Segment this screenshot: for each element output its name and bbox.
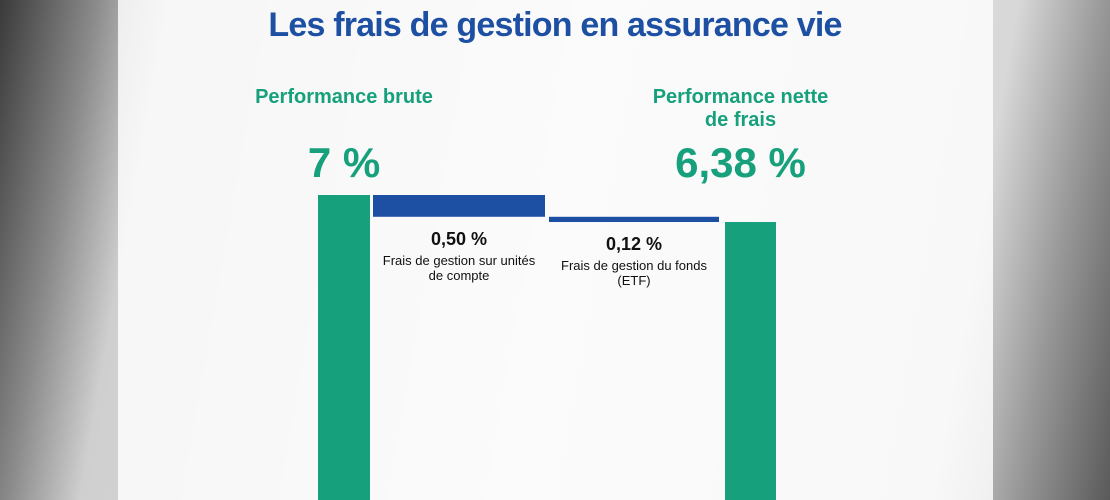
bar: [725, 222, 776, 500]
category-label: Frais de gestion du fonds (ETF): [561, 258, 707, 288]
chart-title: Les frais de gestion en assurance vie: [268, 6, 842, 44]
category-label: Performance brute: [255, 86, 433, 108]
value-label: 0,50 %: [430, 228, 488, 249]
category-label: Frais de gestion sur unités de compte: [382, 252, 536, 283]
bar: [318, 195, 370, 500]
value-label: 6,38 %: [675, 139, 806, 186]
category-label: Performance nette de frais: [652, 86, 829, 131]
bar: [549, 216, 719, 223]
panel: [118, 0, 993, 500]
bar: [373, 195, 545, 217]
value-label: 7 %: [307, 139, 381, 186]
value-label: 0,12 %: [605, 234, 663, 254]
